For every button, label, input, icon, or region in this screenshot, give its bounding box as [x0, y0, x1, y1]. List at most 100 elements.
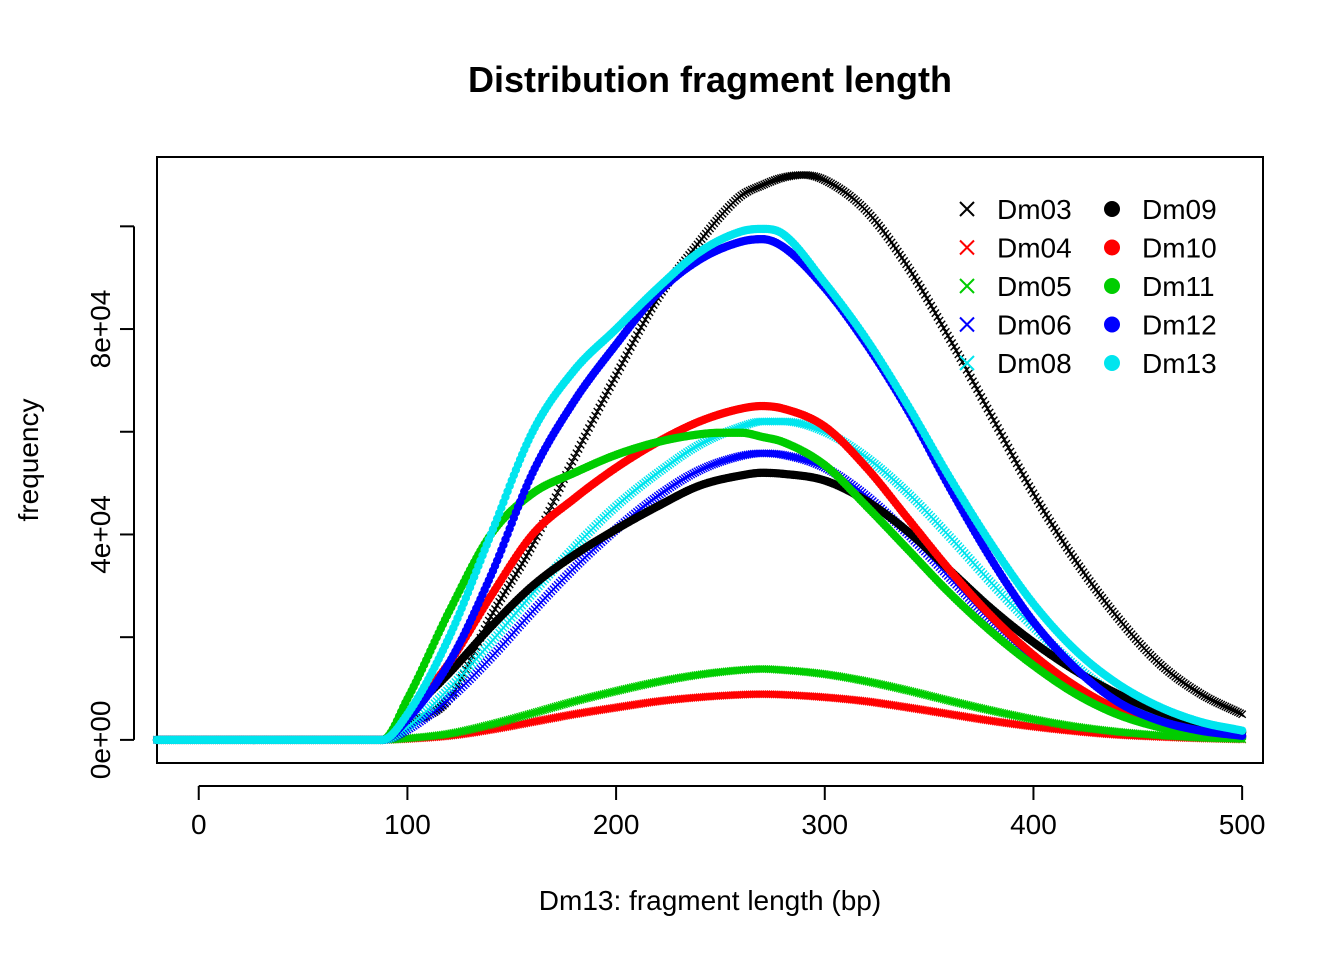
data-point: [580, 432, 589, 441]
data-point: [935, 316, 944, 325]
y-tick-label: 8e+04: [85, 290, 116, 369]
data-point: [983, 404, 992, 413]
data-point: [589, 415, 598, 424]
data-point: [697, 465, 706, 474]
data-point: [634, 327, 644, 336]
data-point: [816, 174, 825, 183]
data-point: [956, 354, 965, 363]
data-point: [695, 466, 704, 475]
data-point: [1002, 439, 1011, 448]
data-point: [639, 319, 648, 328]
data-point: [582, 428, 591, 437]
data-point: [597, 399, 606, 408]
data-point: [987, 412, 996, 421]
data-point: [551, 493, 560, 502]
data-point: [703, 462, 713, 471]
data-point: [1238, 710, 1247, 719]
data-point: [753, 182, 763, 192]
data-point: [970, 381, 980, 390]
data-point: [1227, 705, 1236, 714]
data-point: [749, 184, 758, 193]
data-point: [570, 453, 579, 462]
data-point: [609, 375, 619, 384]
data-point: [547, 502, 556, 511]
data-point: [705, 461, 715, 470]
x-tick-label: 300: [801, 809, 848, 840]
y-tick-label: 0e+00: [85, 701, 116, 780]
data-point: [1206, 695, 1215, 704]
x-axis-label: Dm13: fragment length (bp): [539, 885, 881, 916]
data-point: [584, 423, 594, 433]
data-point: [701, 437, 710, 446]
data-point: [937, 320, 946, 329]
data-point: [977, 392, 986, 402]
data-point: [993, 423, 1003, 433]
data-point: [553, 488, 562, 497]
data-point: [820, 176, 829, 185]
data-point: [1014, 463, 1023, 472]
data-point: [964, 369, 973, 378]
data-point: [1018, 470, 1028, 479]
data-point: [968, 377, 978, 386]
data-point: [1229, 706, 1238, 715]
data-point: [1219, 701, 1228, 710]
data-point: [751, 183, 761, 192]
data-point: [764, 178, 773, 187]
data-point: [995, 427, 1005, 437]
data-point: [991, 420, 1000, 429]
data-point: [549, 497, 558, 506]
data-point: [586, 419, 596, 429]
data-point: [691, 468, 700, 477]
data-point: [566, 461, 575, 471]
data-point: [1000, 435, 1009, 444]
data-point: [1021, 474, 1030, 483]
data-point: [632, 331, 642, 340]
data-point: [1235, 709, 1245, 718]
data-point: [630, 335, 639, 344]
data-point: [760, 180, 769, 189]
data-point: [941, 327, 950, 336]
data-point: [641, 315, 650, 324]
data-point: [699, 464, 708, 473]
data-point: [975, 388, 984, 398]
data-point: [605, 383, 614, 392]
data-point: [524, 548, 533, 557]
data-point: [614, 367, 623, 376]
data-point: [931, 309, 940, 318]
y-axis-label: frequency: [13, 399, 44, 522]
data-point: [1223, 703, 1232, 712]
data-point: [1008, 451, 1017, 460]
data-point: [637, 323, 646, 332]
data-point: [939, 324, 948, 333]
data-point: [1233, 708, 1243, 717]
data-point: [952, 346, 961, 355]
x-tick-label: 400: [1010, 809, 1057, 840]
data-point: [591, 411, 600, 420]
data-point: [622, 351, 631, 360]
data-point: [1012, 459, 1021, 468]
data-point: [572, 449, 581, 458]
data-point: [985, 408, 994, 417]
data-point: [966, 373, 975, 382]
data-point: [755, 182, 765, 191]
data-point: [689, 469, 698, 478]
data-point: [981, 400, 990, 409]
data-point: [603, 387, 612, 396]
data-point: [576, 440, 585, 449]
data-point: [522, 552, 531, 561]
data-point: [1225, 704, 1234, 713]
data-point: [814, 173, 823, 182]
data-point: [1210, 697, 1220, 706]
data-point: [998, 431, 1007, 440]
data-point: [693, 467, 702, 476]
data-point: [929, 305, 938, 314]
data-point: [574, 444, 583, 454]
data-point: [457, 673, 466, 683]
data-point: [1212, 698, 1222, 707]
data-point: [973, 385, 982, 394]
data-point: [818, 175, 827, 184]
data-point: [701, 463, 710, 472]
data-point: [488, 608, 498, 617]
